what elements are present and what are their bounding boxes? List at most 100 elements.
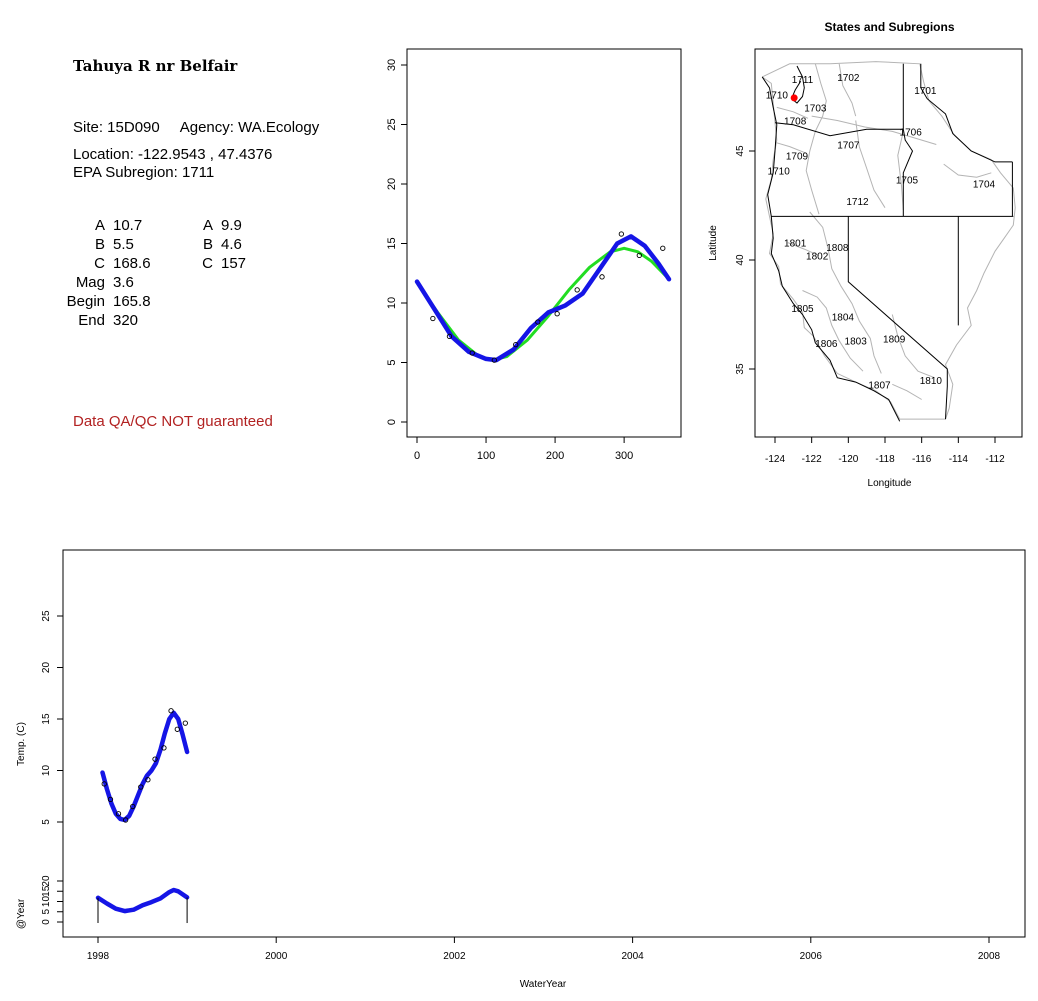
param-value: 9.9 (221, 217, 242, 234)
state-boundary (920, 63, 1013, 163)
subregion-boundary (891, 314, 935, 379)
y-tick-label: 20 (41, 662, 52, 674)
y2-tick-label: 10 (41, 896, 52, 908)
subregion-boundary (802, 290, 864, 372)
x-tick-label: 2002 (443, 951, 466, 962)
data-point (599, 274, 605, 280)
region-label: 1705 (896, 175, 919, 186)
x-tick-label: 1998 (87, 951, 110, 962)
subregion-boundary (892, 383, 922, 400)
param-row: A 9.9 (195, 216, 246, 235)
data-point (636, 252, 642, 259)
param-value: 157 (221, 255, 247, 272)
param-value: 4.6 (221, 236, 242, 253)
qa-disclaimer: Data QA/QC NOT guaranteed (73, 413, 273, 430)
x-axis-label: Longitude (868, 478, 912, 489)
data-point (574, 287, 580, 293)
param-row: Begin 165.8 (55, 292, 151, 311)
y-tick-label: 5 (386, 359, 398, 365)
region-label: 1808 (826, 243, 849, 254)
y2-tick-label: 15 (41, 885, 52, 897)
data-point (101, 781, 107, 787)
site-title: Tahuya R nr Belfair (73, 57, 238, 75)
subregion-boundary (838, 63, 857, 117)
x-tick-label: -122 (802, 454, 822, 465)
y-tick-label: 45 (735, 145, 746, 157)
region-label: 1712 (846, 197, 869, 208)
plot-frame (406, 48, 682, 438)
data-point (469, 350, 475, 356)
state-boundary (902, 63, 914, 217)
data-point (182, 720, 188, 726)
region-label: 1803 (845, 337, 868, 348)
blue-fit-curve (414, 234, 672, 363)
y-axis-label: Temp. (C) (16, 722, 27, 766)
state-boundary (774, 122, 904, 137)
region-label: 1810 (920, 376, 943, 387)
region-label: 1702 (837, 73, 860, 84)
x-tick-label: 100 (477, 450, 495, 462)
subregion-boundary (809, 211, 882, 374)
x-tick-label: -116 (912, 454, 932, 465)
region-outline (761, 61, 1016, 420)
data-point (446, 333, 453, 339)
data-point (618, 231, 625, 237)
x-tick-label: 0 (414, 450, 420, 462)
x-tick-label: -124 (765, 454, 785, 465)
param-key: C (94, 255, 105, 272)
params-right: A 9.9 B 4.6 C 157 (195, 216, 246, 273)
subregion-boundary (774, 141, 807, 154)
subregion-boundary (787, 242, 820, 257)
subregion-boundary (897, 131, 904, 210)
data-point (430, 315, 436, 322)
region-label: 1706 (900, 127, 923, 138)
region-label: 1707 (837, 140, 860, 151)
map-title: States and Subregions (824, 20, 954, 34)
subregion-line: EPA Subregion: 1711 (73, 164, 215, 181)
data-point (554, 311, 560, 317)
param-value: 3.6 (113, 274, 134, 291)
y-tick-label: 15 (41, 713, 52, 725)
region-label: 1807 (868, 380, 891, 391)
y-axis-label: Latitude (708, 225, 719, 261)
y2-tick-label: 0 (41, 919, 52, 925)
subregion-boundary (805, 63, 827, 215)
year-fit-curve (95, 887, 190, 914)
subregion-boundary (811, 115, 937, 145)
y-tick-label: 40 (735, 254, 746, 266)
data-point (152, 756, 158, 762)
param-key: C (202, 255, 213, 272)
x-tick-label: 300 (615, 450, 633, 462)
param-value: 320 (113, 312, 139, 329)
x-tick-label: -120 (838, 454, 858, 465)
region-label: 1809 (883, 334, 906, 345)
region-label: 1703 (804, 103, 827, 114)
coastline (761, 76, 901, 422)
x-tick-label: -112 (985, 454, 1005, 465)
param-key: A (202, 217, 213, 234)
param-value: 10.7 (113, 217, 143, 234)
param-key: Mag (75, 274, 105, 291)
y-tick-label: 5 (41, 819, 52, 825)
y2-tick-label: 5 (41, 909, 52, 915)
site-agency-line: Site: 15D090 Agency: WA.Ecology (73, 119, 320, 136)
subregion-boundary (776, 106, 809, 119)
x-axis-label: WaterYear (520, 979, 567, 990)
data-point (168, 708, 174, 714)
region-label: 1710 (766, 90, 789, 101)
region-label: 1704 (973, 180, 996, 191)
location-line: Location: -122.9543 , 47.4376 (73, 146, 273, 163)
y-tick-label: 10 (386, 297, 398, 309)
data-point (115, 811, 122, 817)
data-point (161, 745, 167, 751)
x-tick-label: -118 (875, 454, 895, 465)
y-tick-label: 0 (386, 419, 398, 425)
subregion-boundary (855, 120, 886, 208)
param-value: 165.8 (113, 293, 151, 310)
data-point (660, 245, 666, 251)
param-key: End (78, 312, 105, 329)
param-key: B (94, 236, 105, 253)
x-tick-label: 200 (546, 450, 564, 462)
data-point (138, 784, 144, 790)
region-label: 1708 (784, 116, 807, 127)
